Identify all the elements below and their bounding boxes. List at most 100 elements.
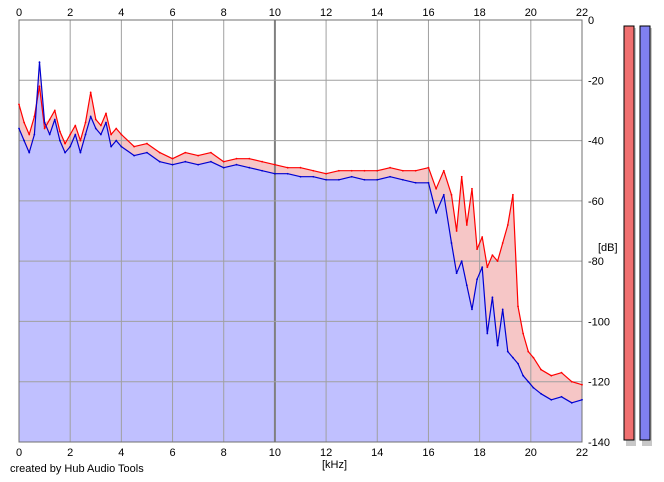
x-tick-label-top: 20 [525, 7, 537, 19]
data-point-left [171, 157, 174, 160]
data-point-left [471, 187, 473, 190]
data-point-left [506, 224, 509, 226]
data-point-right [79, 151, 82, 154]
y-tick-label: 0 [588, 15, 594, 27]
data-point-right [210, 160, 212, 163]
data-point-right [427, 181, 430, 184]
data-point-left [94, 118, 97, 121]
data-point-right [235, 163, 238, 166]
data-point-left [532, 356, 535, 359]
y-tick-label: -80 [588, 256, 604, 268]
data-point-right [550, 398, 553, 401]
data-point-right [274, 172, 276, 175]
data-point-right [158, 160, 161, 163]
data-point-right [33, 133, 36, 136]
data-point-left [222, 160, 225, 163]
x-tick-label-bottom: 4 [118, 447, 124, 459]
data-point-right [28, 151, 31, 154]
data-point-right [38, 61, 41, 64]
data-point-right [476, 278, 478, 281]
data-point-left [18, 103, 20, 106]
data-point-right [350, 175, 353, 178]
level-meters [623, 25, 652, 446]
data-point-right [286, 172, 289, 175]
data-point-right [89, 115, 92, 118]
data-point-left [486, 266, 489, 269]
data-point-left [312, 169, 315, 172]
data-point-left [414, 169, 417, 172]
grid-layer [18, 19, 583, 443]
y-tick-label: -140 [588, 437, 610, 449]
credit-text: created by Hub Audio Tools [10, 463, 144, 475]
data-point-right [261, 169, 264, 172]
data-point-left [33, 115, 36, 118]
x-tick-label-bottom: 10 [269, 447, 281, 459]
data-point-left [38, 85, 41, 88]
data-point-left [512, 193, 514, 196]
data-point-right [171, 163, 174, 166]
x-tick-label-top: 12 [320, 7, 332, 19]
data-point-left [476, 248, 478, 250]
x-tick-label-top: 14 [371, 7, 383, 19]
data-point-right [471, 308, 473, 311]
spectrum-fill-layer [19, 62, 582, 443]
x-tick-label-top: 4 [118, 7, 124, 19]
data-point-right [43, 121, 46, 124]
y-tick-label: -60 [588, 196, 604, 208]
x-tick-label-top: 2 [67, 7, 73, 19]
data-point-right [512, 356, 514, 359]
x-tick-label-bottom: 22 [576, 447, 588, 459]
data-point-left [427, 166, 430, 169]
x-tick-label-bottom: 14 [371, 447, 383, 459]
data-point-right [486, 332, 489, 335]
data-point-left [261, 160, 264, 163]
data-point-left [363, 169, 366, 172]
data-point-right [581, 398, 583, 401]
data-point-right [74, 133, 77, 136]
x-tick-label-bottom: 6 [169, 447, 175, 459]
data-point-left [389, 166, 391, 169]
data-point-left [517, 305, 519, 308]
x-tick-label-bottom: 2 [67, 447, 73, 459]
data-point-right [481, 266, 484, 269]
data-point-left [133, 145, 136, 148]
data-point-left [581, 383, 583, 386]
data-point-right [540, 392, 542, 395]
data-point-right [389, 175, 391, 178]
data-point-left [570, 380, 573, 383]
data-point-right [84, 133, 87, 136]
y-axis-unit-label: [dB] [598, 242, 618, 254]
x-tick-label-top: 6 [169, 7, 175, 19]
x-tick-label-top: 0 [16, 7, 22, 19]
data-point-left [115, 127, 118, 130]
data-point-left [89, 91, 92, 94]
data-point-right [460, 260, 463, 263]
data-point-right [53, 118, 56, 121]
x-tick-label-top: 16 [422, 7, 434, 19]
data-point-right [532, 386, 535, 389]
data-point-right [184, 160, 187, 163]
data-point-right [435, 212, 438, 214]
data-point-left [146, 142, 148, 145]
data-point-right [455, 272, 458, 275]
data-point-right [64, 151, 66, 154]
data-point-left [401, 169, 404, 172]
data-point-left [23, 121, 26, 124]
data-point-left [481, 236, 484, 238]
data-point-left [286, 166, 289, 169]
data-point-left [235, 157, 238, 160]
data-point-right [312, 175, 315, 178]
data-point-left [105, 112, 107, 115]
x-axis-unit-label: [kHz] [322, 459, 347, 471]
x-tick-label-top: 18 [474, 7, 486, 19]
data-point-right [222, 166, 225, 169]
data-point-right [146, 151, 148, 154]
data-point-left [450, 193, 453, 196]
data-point-left [59, 130, 61, 133]
data-point-right [501, 308, 504, 311]
data-point-right [527, 380, 530, 383]
data-point-left [84, 121, 87, 124]
data-point-right [414, 181, 417, 184]
data-point-left [337, 169, 340, 172]
data-point-left [550, 374, 553, 377]
